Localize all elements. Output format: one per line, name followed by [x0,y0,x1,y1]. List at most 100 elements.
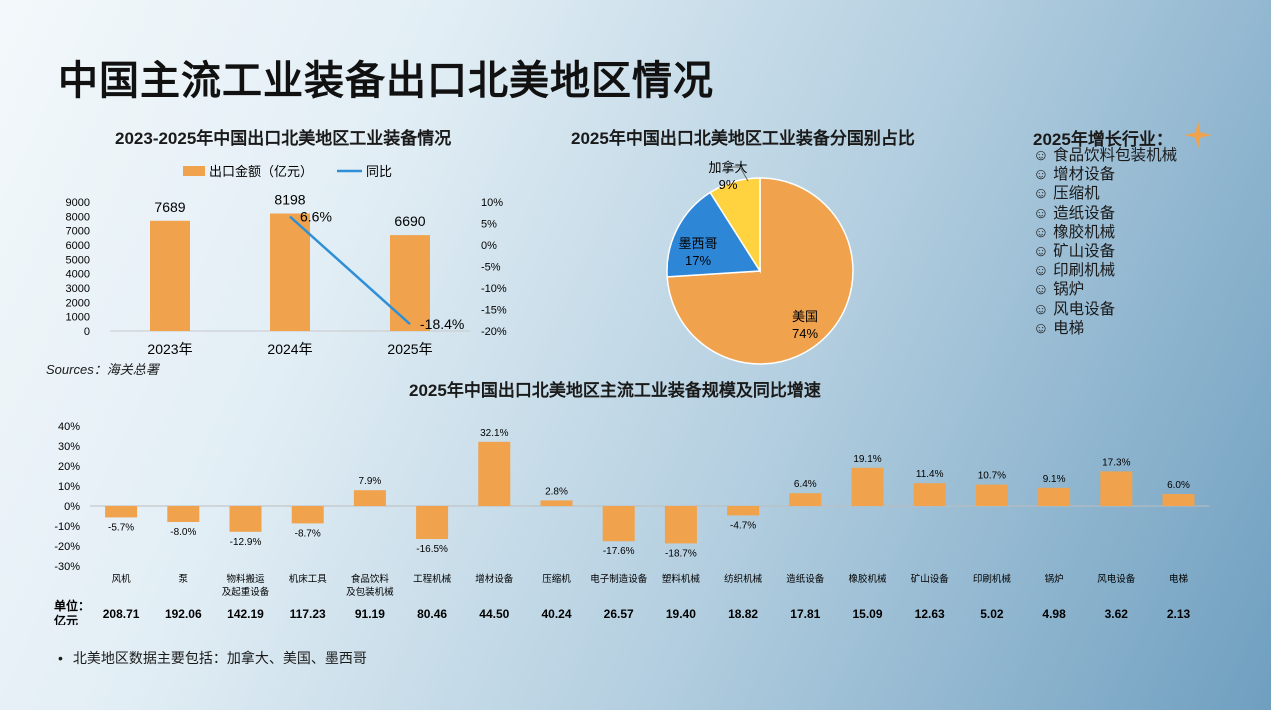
bar-value-label: 2.8% [545,486,568,497]
bar [150,220,190,331]
x-tick-label: 物料搬运 [226,573,265,585]
x-tick-label: 2023年 [147,341,192,357]
x-tick-label: 2024年 [267,341,312,357]
bar-value-label: 6.4% [794,479,817,490]
legend-bar-swatch [183,166,205,176]
smiley-icon: ☺ [1033,166,1054,184]
x-tick-label: 2025年 [387,341,432,357]
bar [270,213,310,331]
bar [851,467,884,506]
amount-label: 19.40 [666,607,696,621]
bar-value-label: 8198 [274,191,305,207]
x-tick-label: 风电设备 [1097,573,1136,585]
pie-slice [666,191,762,278]
x-tick-label: 食品饮料 [351,573,390,585]
growth-panel-title: 2025年增长行业： [1033,130,1173,149]
y-tick-label: 0% [64,501,80,513]
growth-item-label: 增材设备 [1053,166,1116,184]
chart1-svg: 出口金额（亿元） 同比 0 1000 2000 3000 4000 5000 6000 7000 8… [66,164,507,357]
amount-label: 12.63 [915,607,945,621]
bar-value-label: 9.1% [1043,474,1066,485]
yoy-line [289,215,411,326]
x-tick-label: 泵 [179,574,189,585]
x-tick-label: 电子制造设备 [590,573,648,585]
y-tick-label: 2000 [66,297,90,309]
amount-label: 117.23 [290,607,326,621]
bar [975,484,1008,506]
growth-item: ☺ 印刷机械 [1033,261,1177,280]
growth-item-label: 造纸设备 [1053,204,1116,222]
x-tick-label: 塑料机械 [662,573,701,585]
pie-slice-name: 墨西哥 [678,236,717,251]
y2-tick-label: 0% [481,240,497,252]
growth-item-label: 风电设备 [1053,300,1116,318]
y-tick-label: 6000 [66,240,90,252]
pie-leader-line [739,166,749,182]
amount-label: 40.24 [541,607,571,621]
x-tick-label: 橡胶机械 [848,573,887,585]
bar [478,441,511,506]
bar-value-label: -5.7% [108,522,134,533]
growth-item: ☺ 风电设备 [1033,300,1177,319]
smiley-icon: ☺ [1033,185,1054,203]
unit-label: 单位： [54,598,90,613]
bar [105,506,138,518]
smiley-icon: ☺ [1033,319,1054,337]
bar-value-label: -18.7% [665,548,697,559]
unit-label: 亿元 [54,613,78,625]
growth-item: ☺ 电梯 [1033,319,1177,338]
line-value-label: -18.4% [420,316,464,332]
growth-list: ☺ 食品饮料包装机械 ☺ 增材设备 ☺ 压缩机 ☺ 造纸设备 ☺ 橡胶机械 ☺ 矿山设备 ☺… [1033,146,1177,338]
y-tick-label: -20% [54,541,80,553]
bar-value-label: 7689 [154,199,185,215]
footnote-bullet: • [58,650,63,666]
x-tick-label: 及起重设备 [222,586,270,598]
bar-value-label: -8.0% [170,527,196,538]
y2-tick-label: -5% [481,262,501,274]
y2-tick-label: -20% [481,326,507,338]
chart3-title: 2025年中国出口北美地区主流工业装备规模及同比增速 [409,381,821,400]
chart2-title: 2025年中国出口北美地区工业装备分国别占比 [571,129,915,148]
growth-item-label: 电梯 [1053,319,1085,337]
amount-label: 80.46 [417,607,447,621]
chart1-title: 2023-2025年中国出口北美地区工业装备情况 [115,129,452,148]
x-tick-label: 及包装机械 [346,586,394,598]
legend-label: 出口金额（亿元） [209,164,313,179]
y-tick-label: 20% [58,461,80,473]
pie-slice-value: 9% [719,177,738,192]
smiley-icon: ☺ [1033,204,1054,222]
chart3-svg: -30% -20% -10% 0% 10% 20% 30% 40% -5.7% 风机 208.71 -… [54,421,1210,625]
growth-item-label: 压缩机 [1053,185,1100,203]
amount-label: 91.19 [355,607,385,621]
y-tick-label: 3000 [66,283,90,295]
bar [416,506,449,539]
x-tick-label: 锅炉 [1045,573,1064,585]
amount-label: 192.06 [165,607,202,621]
y-tick-label: -10% [54,521,80,533]
growth-item: ☺ 锅炉 [1033,280,1177,299]
bar-value-label: -8.7% [295,528,321,539]
bar-value-label: 17.3% [1102,457,1130,468]
x-tick-label: 印刷机械 [973,573,1012,585]
footnote: • 北美地区数据主要包括：加拿大、美国、墨西哥 [58,648,367,668]
y2-tick-label: -15% [481,305,507,317]
bar [353,490,386,506]
amount-label: 18.82 [728,607,758,621]
bar-value-label: 6.0% [1167,480,1190,491]
growth-item: ☺ 食品饮料包装机械 [1033,146,1177,165]
growth-item-label: 食品饮料包装机械 [1053,147,1178,164]
growth-item-label: 矿山设备 [1053,243,1116,261]
x-tick-label: 风机 [112,573,132,585]
x-tick-label: 工程机械 [413,573,452,585]
y-tick-label: 7000 [66,226,90,238]
x-tick-label: 压缩机 [542,573,571,585]
pie-slice-value: 74% [792,326,818,341]
bar [727,506,760,516]
sparkle-star-icon [1184,121,1212,149]
y-tick-label: 1000 [66,312,90,324]
bar [229,506,262,532]
x-tick-label: 增材设备 [475,573,514,585]
bar [602,506,635,542]
bar [540,500,573,506]
line-value-label: 6.6% [300,209,332,225]
